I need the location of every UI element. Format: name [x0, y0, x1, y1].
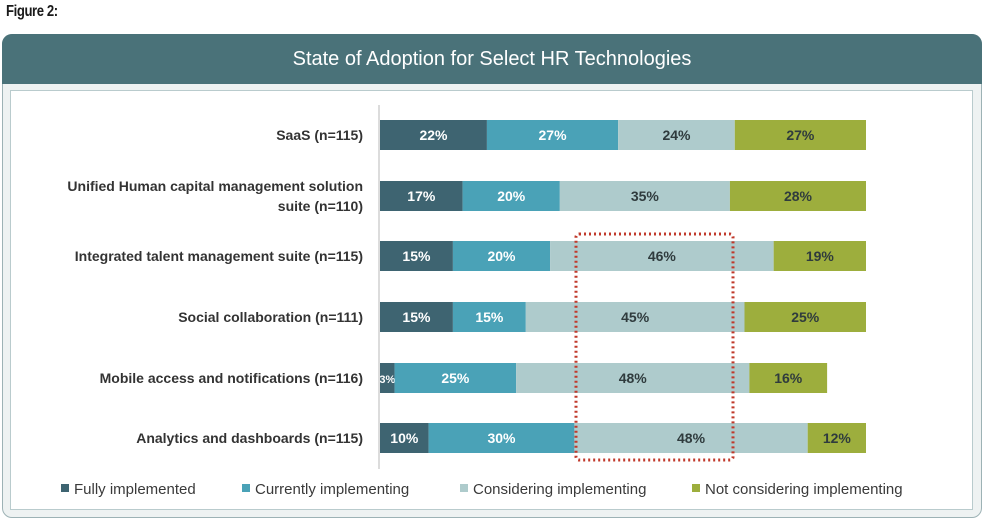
bar-segment-currently-implementing: [452, 302, 526, 332]
legend-label-currently-implementing: Currently implementing: [255, 481, 409, 498]
data-label: 12%: [823, 430, 852, 446]
bar-segment-considering-implementing: [574, 423, 808, 453]
bar-segment-currently-implementing: [394, 363, 517, 393]
data-label: 10%: [390, 430, 419, 446]
legend-label-fully-implemented: Fully implemented: [74, 481, 196, 498]
data-label: 20%: [487, 248, 516, 264]
category-label-line: Analytics and dashboards (n=115): [136, 430, 363, 446]
legend-label-not-considering-implementing: Not considering implementing: [705, 481, 903, 498]
data-label: 24%: [662, 127, 691, 143]
data-label: 20%: [497, 188, 526, 204]
data-label: 35%: [631, 188, 660, 204]
bar-segment-considering-implementing: [550, 241, 774, 271]
bar-segment-fully-implemented: [380, 363, 395, 393]
category-label-line: Integrated talent management suite (n=11…: [75, 248, 363, 264]
data-label: 3%: [379, 374, 395, 386]
bar-segment-considering-implementing: [525, 302, 745, 332]
data-label: 22%: [419, 127, 448, 143]
data-label: 19%: [806, 248, 835, 264]
bar-segment-currently-implementing: [452, 241, 551, 271]
data-label: 46%: [648, 248, 677, 264]
data-label: 25%: [441, 370, 470, 386]
bar-segment-not-considering-implementing: [744, 302, 866, 332]
title-banner: State of Adoption for Select HR Technolo…: [2, 34, 982, 84]
data-label: 15%: [402, 248, 431, 264]
bar-segment-not-considering-implementing: [773, 241, 866, 271]
data-label: 30%: [487, 430, 516, 446]
legend-swatch-not-considering-implementing: [692, 484, 700, 492]
stacked-bar-chart: SaaS (n=115) Unified Human capital manage…: [61, 105, 903, 498]
data-label: 27%: [786, 127, 815, 143]
data-label: 15%: [402, 309, 431, 325]
bar-segment-considering-implementing: [559, 181, 730, 211]
highlight-dotted-box: [574, 232, 735, 462]
data-label: 25%: [791, 309, 820, 325]
category-label-line: Social collaboration (n=111): [178, 309, 363, 325]
category-label: Analytics and dashboards (n=115): [136, 430, 363, 446]
category-label-line: suite (n=110): [278, 198, 363, 214]
data-label: 48%: [619, 370, 648, 386]
data-label: 45%: [621, 309, 650, 325]
bar-segment-considering-implementing: [618, 120, 735, 150]
data-label: 27%: [539, 127, 568, 143]
category-label: SaaS (n=115): [276, 127, 363, 143]
bar-segment-currently-implementing: [486, 120, 619, 150]
category-label-line: SaaS (n=115): [276, 127, 363, 143]
data-label: 16%: [774, 370, 803, 386]
category-label: Mobile access and notifications (n=116): [100, 370, 363, 386]
category-label: Unified Human capital management solutio…: [67, 178, 363, 214]
bar-segment-not-considering-implementing: [729, 181, 866, 211]
bar-segment-not-considering-implementing: [749, 363, 828, 393]
category-label: Integrated talent management suite (n=11…: [75, 248, 363, 264]
bar-segment-fully-implemented: [380, 181, 463, 211]
bar-segment-currently-implementing: [428, 423, 575, 453]
legend-swatch-considering-implementing: [460, 484, 468, 492]
category-label: Social collaboration (n=111): [178, 309, 363, 325]
bar-segment-not-considering-implementing: [734, 120, 866, 150]
bar-segment-currently-implementing: [462, 181, 560, 211]
bar-segment-fully-implemented: [380, 120, 487, 150]
chart-panel: SaaS (n=115) Unified Human capital manage…: [10, 90, 973, 510]
bar-segment-fully-implemented: [380, 241, 453, 271]
data-label: 17%: [407, 188, 436, 204]
legend-label-considering-implementing: Considering implementing: [473, 481, 646, 498]
figure-label: Figure 2:: [6, 3, 58, 20]
bar-segment-considering-implementing: [516, 363, 750, 393]
bar-segment-not-considering-implementing: [807, 423, 866, 453]
legend-swatch-fully-implemented: [61, 484, 69, 492]
category-label-line: Mobile access and notifications (n=116): [100, 370, 363, 386]
category-label-line: Unified Human capital management solutio…: [67, 178, 363, 194]
data-label: 28%: [784, 188, 813, 204]
bar-segment-fully-implemented: [380, 302, 453, 332]
chart-title: State of Adoption for Select HR Technolo…: [292, 48, 692, 70]
data-label: 48%: [677, 430, 706, 446]
bar-segment-fully-implemented: [380, 423, 429, 453]
data-label: 15%: [475, 309, 504, 325]
legend-swatch-currently-implementing: [242, 484, 250, 492]
